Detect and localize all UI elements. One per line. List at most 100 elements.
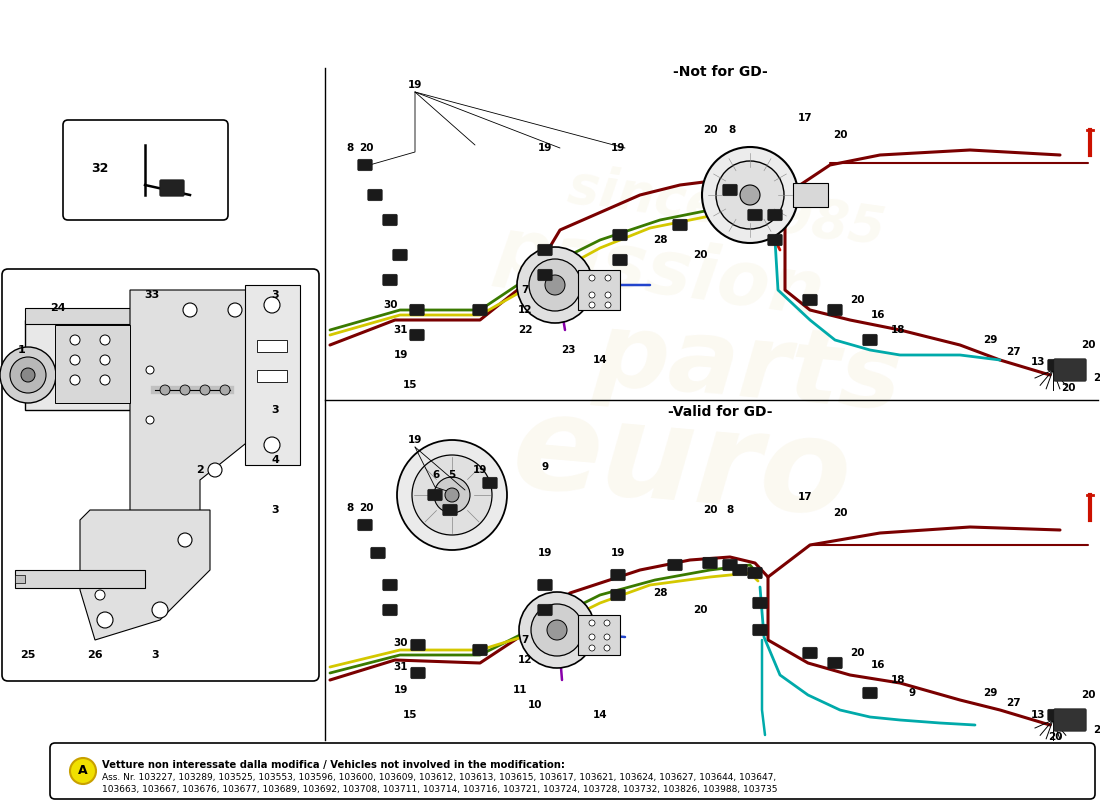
Text: 16: 16 bbox=[871, 660, 886, 670]
Circle shape bbox=[228, 303, 242, 317]
FancyBboxPatch shape bbox=[483, 478, 497, 489]
Circle shape bbox=[70, 758, 96, 784]
Text: 19: 19 bbox=[473, 465, 487, 475]
Text: 12: 12 bbox=[518, 305, 532, 315]
Text: 17: 17 bbox=[798, 113, 812, 123]
Text: 20: 20 bbox=[359, 143, 373, 153]
FancyBboxPatch shape bbox=[828, 304, 843, 316]
Text: 15: 15 bbox=[403, 380, 417, 390]
Text: 28: 28 bbox=[652, 588, 668, 598]
FancyBboxPatch shape bbox=[538, 579, 552, 590]
Text: 33: 33 bbox=[144, 290, 159, 300]
Circle shape bbox=[529, 259, 581, 311]
FancyBboxPatch shape bbox=[538, 604, 552, 616]
FancyBboxPatch shape bbox=[367, 190, 382, 201]
Text: Vetture non interessate dalla modifica / Vehicles not involved in the modificati: Vetture non interessate dalla modifica /… bbox=[102, 760, 565, 770]
Text: 20: 20 bbox=[1080, 340, 1096, 350]
Circle shape bbox=[740, 185, 760, 205]
Text: 3: 3 bbox=[272, 290, 278, 300]
FancyBboxPatch shape bbox=[50, 743, 1094, 799]
FancyBboxPatch shape bbox=[803, 647, 817, 658]
Circle shape bbox=[178, 533, 192, 547]
Polygon shape bbox=[80, 510, 210, 640]
Text: 19: 19 bbox=[408, 435, 422, 445]
FancyBboxPatch shape bbox=[473, 304, 487, 316]
Text: 7: 7 bbox=[521, 635, 529, 645]
FancyBboxPatch shape bbox=[768, 210, 782, 221]
Circle shape bbox=[10, 357, 46, 393]
FancyBboxPatch shape bbox=[410, 667, 426, 678]
Circle shape bbox=[180, 385, 190, 395]
Bar bbox=[15, 575, 25, 583]
Text: 20: 20 bbox=[1047, 732, 1063, 742]
FancyBboxPatch shape bbox=[410, 304, 425, 316]
FancyBboxPatch shape bbox=[1054, 358, 1086, 381]
Circle shape bbox=[519, 592, 595, 668]
Text: euro: euro bbox=[507, 386, 857, 542]
Text: 20: 20 bbox=[693, 250, 707, 260]
FancyBboxPatch shape bbox=[383, 274, 397, 286]
Text: 6: 6 bbox=[432, 470, 440, 480]
FancyBboxPatch shape bbox=[160, 180, 184, 196]
Text: 28: 28 bbox=[652, 235, 668, 245]
Text: 17: 17 bbox=[798, 492, 812, 502]
Circle shape bbox=[517, 247, 593, 323]
Circle shape bbox=[544, 275, 565, 295]
Text: 30: 30 bbox=[384, 300, 398, 310]
Bar bbox=[245, 285, 300, 465]
FancyBboxPatch shape bbox=[63, 120, 228, 220]
Text: 21: 21 bbox=[1093, 725, 1100, 735]
Circle shape bbox=[152, 602, 168, 618]
Circle shape bbox=[183, 303, 197, 317]
FancyBboxPatch shape bbox=[723, 184, 737, 196]
Circle shape bbox=[588, 275, 595, 281]
Text: 20: 20 bbox=[833, 130, 847, 140]
FancyBboxPatch shape bbox=[1048, 710, 1063, 721]
Bar bbox=[793, 183, 828, 207]
Bar bbox=[15, 570, 145, 588]
Text: 22: 22 bbox=[518, 325, 532, 335]
FancyBboxPatch shape bbox=[752, 598, 767, 609]
Text: 14: 14 bbox=[593, 710, 607, 720]
FancyBboxPatch shape bbox=[383, 604, 397, 616]
Circle shape bbox=[160, 385, 170, 395]
Text: 27: 27 bbox=[1005, 698, 1021, 708]
Circle shape bbox=[97, 612, 113, 628]
Bar bbox=[578, 615, 620, 655]
Circle shape bbox=[70, 335, 80, 345]
FancyBboxPatch shape bbox=[828, 658, 843, 669]
Text: 9: 9 bbox=[541, 462, 549, 472]
FancyBboxPatch shape bbox=[358, 159, 372, 170]
Bar bbox=[25, 320, 135, 410]
Text: 3: 3 bbox=[151, 650, 158, 660]
Text: 20: 20 bbox=[703, 125, 717, 135]
Text: 20: 20 bbox=[693, 605, 707, 615]
Circle shape bbox=[146, 416, 154, 424]
FancyBboxPatch shape bbox=[473, 644, 487, 656]
Circle shape bbox=[547, 620, 567, 640]
Circle shape bbox=[0, 347, 56, 403]
Text: 10: 10 bbox=[528, 700, 542, 710]
Text: 27: 27 bbox=[1005, 347, 1021, 357]
Circle shape bbox=[604, 645, 611, 651]
Text: 26: 26 bbox=[87, 650, 102, 660]
Text: 13: 13 bbox=[1031, 710, 1045, 720]
Text: 19: 19 bbox=[394, 350, 408, 360]
Text: 19: 19 bbox=[538, 548, 552, 558]
Text: 18: 18 bbox=[891, 325, 905, 335]
Text: 5: 5 bbox=[449, 470, 455, 480]
Circle shape bbox=[604, 620, 611, 626]
Circle shape bbox=[702, 147, 798, 243]
FancyBboxPatch shape bbox=[358, 519, 372, 530]
Circle shape bbox=[605, 275, 610, 281]
Text: parts: parts bbox=[591, 304, 905, 432]
Text: 8: 8 bbox=[726, 505, 734, 515]
Circle shape bbox=[200, 385, 210, 395]
Bar bbox=[578, 270, 620, 310]
FancyBboxPatch shape bbox=[748, 567, 762, 578]
Text: 20: 20 bbox=[703, 505, 717, 515]
Circle shape bbox=[531, 604, 583, 656]
Circle shape bbox=[588, 634, 595, 640]
Circle shape bbox=[604, 634, 611, 640]
Circle shape bbox=[100, 355, 110, 365]
